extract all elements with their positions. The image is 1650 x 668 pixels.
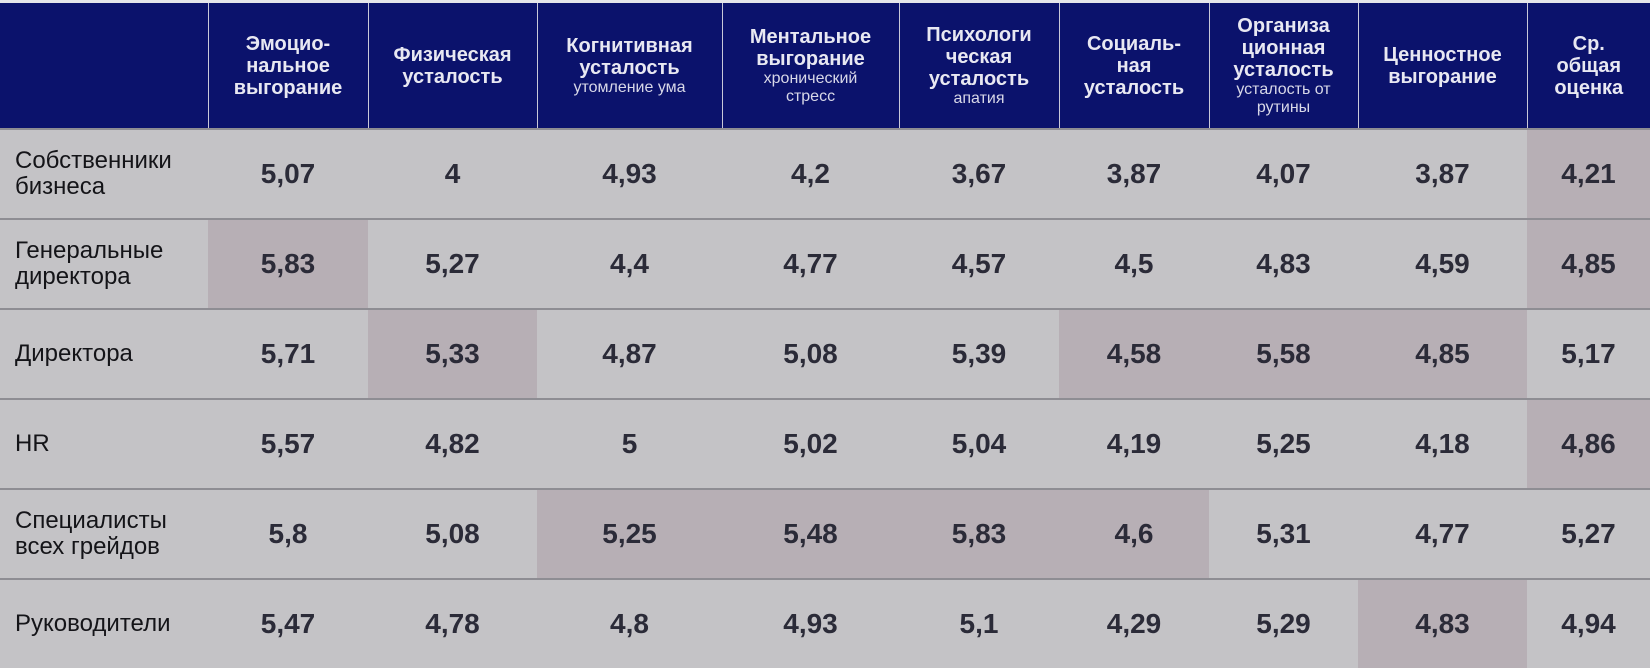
value-cell: 4,87: [537, 308, 722, 399]
value-cell: 5: [537, 398, 722, 489]
column-title: Психологи ческая усталость: [926, 23, 1032, 90]
value-cell: 4,94: [1527, 578, 1650, 668]
column-subtitle: апатия: [953, 89, 1005, 107]
value-cell: 4,83: [1358, 578, 1527, 668]
value-cell: 4,77: [722, 218, 899, 309]
value-cell: 4,21: [1527, 128, 1650, 219]
value-cell: 4,85: [1527, 218, 1650, 309]
column-header: Психологи ческая усталость апатия: [898, 3, 1059, 129]
value-cell: 4,86: [1527, 398, 1650, 489]
row-label: Директора: [0, 308, 208, 399]
column-title: Ценностное выгорание: [1383, 43, 1502, 88]
table-row: Специалисты всех грейдов 5,8 5,08 5,25 5,48 5…: [0, 488, 1650, 579]
value-cell: 4,8: [537, 578, 722, 668]
value-cell: 4,93: [722, 578, 899, 668]
value-cell: 4,82: [368, 398, 537, 489]
value-cell: 5,71: [208, 308, 368, 399]
value-cell: 4,19: [1059, 398, 1209, 489]
value-cell: 4,5: [1059, 218, 1209, 309]
value-cell: 4,58: [1059, 308, 1209, 399]
value-cell: 4,4: [537, 218, 722, 309]
column-header: Физическая усталость: [367, 3, 537, 129]
value-cell: 5,57: [208, 398, 368, 489]
column-title: Ментальное выгорание: [749, 25, 872, 70]
value-cell: 5,48: [722, 488, 899, 579]
column-subtitle: утомление ума: [573, 78, 686, 96]
value-cell: 5,02: [722, 398, 899, 489]
column-title: Когнитивная усталость: [566, 34, 693, 79]
value-cell: 4,29: [1059, 578, 1209, 668]
value-cell: 5,25: [1209, 398, 1358, 489]
column-header: Организа ционная усталость усталость от р…: [1208, 3, 1358, 129]
table-body: Собственники бизнеса 5,07 4 4,93 4,2 3,67 3,87…: [0, 128, 1650, 668]
row-label: Собственники бизнеса: [0, 128, 208, 219]
column-title: Физическая усталость: [393, 43, 512, 88]
value-cell: 5,58: [1209, 308, 1358, 399]
value-cell: 5,04: [899, 398, 1059, 489]
header-row: Эмоцио- нальное выгорание Физическая уста…: [0, 3, 1650, 129]
value-cell: 5,08: [368, 488, 537, 579]
table-row: Генеральные директора 5,83 5,27 4,4 4,77 4,57…: [0, 218, 1650, 309]
value-cell: 5,29: [1209, 578, 1358, 668]
row-label: Специалисты всех грейдов: [0, 488, 208, 579]
column-header: Эмоцио- нальное выгорание: [207, 3, 368, 129]
column-title: Организа ционная усталость: [1233, 14, 1334, 81]
burnout-table: Эмоцио- нальное выгорание Физическая уста…: [0, 3, 1650, 668]
value-cell: 5,07: [208, 128, 368, 219]
value-cell: 5,31: [1209, 488, 1358, 579]
value-cell: 4,18: [1358, 398, 1527, 489]
value-cell: 3,87: [1059, 128, 1209, 219]
row-label: Руководители: [0, 578, 208, 668]
table-row: Собственники бизнеса 5,07 4 4,93 4,2 3,67 3,87…: [0, 128, 1650, 219]
value-cell: 4,78: [368, 578, 537, 668]
value-cell: 4,2: [722, 128, 899, 219]
table-row: HR 5,57 4,82 5 5,02 5,04 4,19 5,25 4,18 4,86: [0, 398, 1650, 489]
value-cell: 5,39: [899, 308, 1059, 399]
column-title: Эмоцио- нальное выгорание: [233, 32, 343, 99]
column-header: Ментальное выгорание хронический стресс: [721, 3, 899, 129]
column-header: Когнитивная усталость утомление ума: [536, 3, 722, 129]
column-header: Ценностное выгорание: [1357, 3, 1527, 129]
column-title: Социаль- ная усталость: [1083, 32, 1185, 99]
value-cell: 3,87: [1358, 128, 1527, 219]
column-subtitle: хронический стресс: [763, 69, 858, 105]
row-label: HR: [0, 398, 208, 489]
column-subtitle: усталость от рутины: [1236, 80, 1331, 116]
value-cell: 4,93: [537, 128, 722, 219]
value-cell: 4,85: [1358, 308, 1527, 399]
value-cell: 5,27: [1527, 488, 1650, 579]
value-cell: 4: [368, 128, 537, 219]
value-cell: 4,57: [899, 218, 1059, 309]
column-header: Социаль- ная усталость: [1058, 3, 1209, 129]
value-cell: 3,67: [899, 128, 1059, 219]
table-row: Директора 5,71 5,33 4,87 5,08 5,39 4,58 5,58 4,8…: [0, 308, 1650, 399]
value-cell: 4,59: [1358, 218, 1527, 309]
value-cell: 5,27: [368, 218, 537, 309]
value-cell: 5,17: [1527, 308, 1650, 399]
value-cell: 4,83: [1209, 218, 1358, 309]
value-cell: 4,77: [1358, 488, 1527, 579]
value-cell: 5,8: [208, 488, 368, 579]
value-cell: 5,08: [722, 308, 899, 399]
value-cell: 5,83: [899, 488, 1059, 579]
value-cell: 5,33: [368, 308, 537, 399]
value-cell: 4,6: [1059, 488, 1209, 579]
value-cell: 4,07: [1209, 128, 1358, 219]
value-cell: 5,83: [208, 218, 368, 309]
row-label: Генеральные директора: [0, 218, 208, 309]
value-cell: 5,25: [537, 488, 722, 579]
value-cell: 5,47: [208, 578, 368, 668]
corner-cell: [0, 3, 208, 129]
column-title: Ср. общая оценка: [1554, 32, 1624, 99]
column-header: Ср. общая оценка: [1526, 3, 1650, 129]
table-row: Руководители 5,47 4,78 4,8 4,93 5,1 4,29 5,29 4,…: [0, 578, 1650, 668]
value-cell: 5,1: [899, 578, 1059, 668]
